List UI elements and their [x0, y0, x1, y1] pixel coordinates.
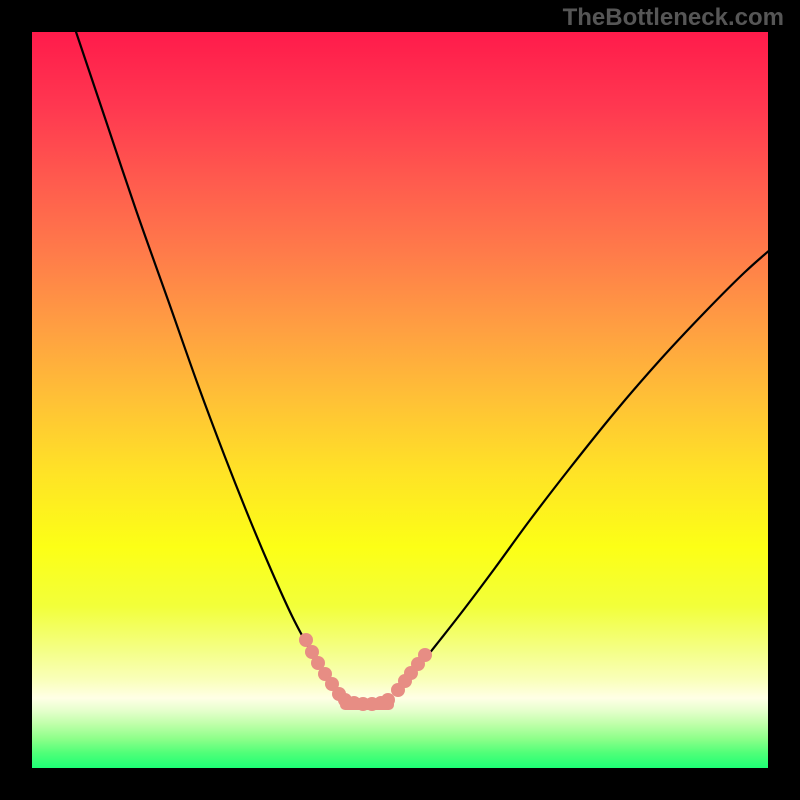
watermark-text: TheBottleneck.com: [563, 4, 784, 32]
marker-dot: [299, 633, 313, 647]
curve-left: [72, 32, 338, 693]
marker-dot: [418, 648, 432, 662]
marker-dots: [299, 633, 432, 711]
curve-layer: [32, 32, 768, 768]
curve-right: [394, 243, 768, 693]
marker-bottom-bar: [340, 699, 394, 710]
chart-container: TheBottleneck.com: [0, 0, 800, 800]
plot-area: [32, 32, 768, 768]
